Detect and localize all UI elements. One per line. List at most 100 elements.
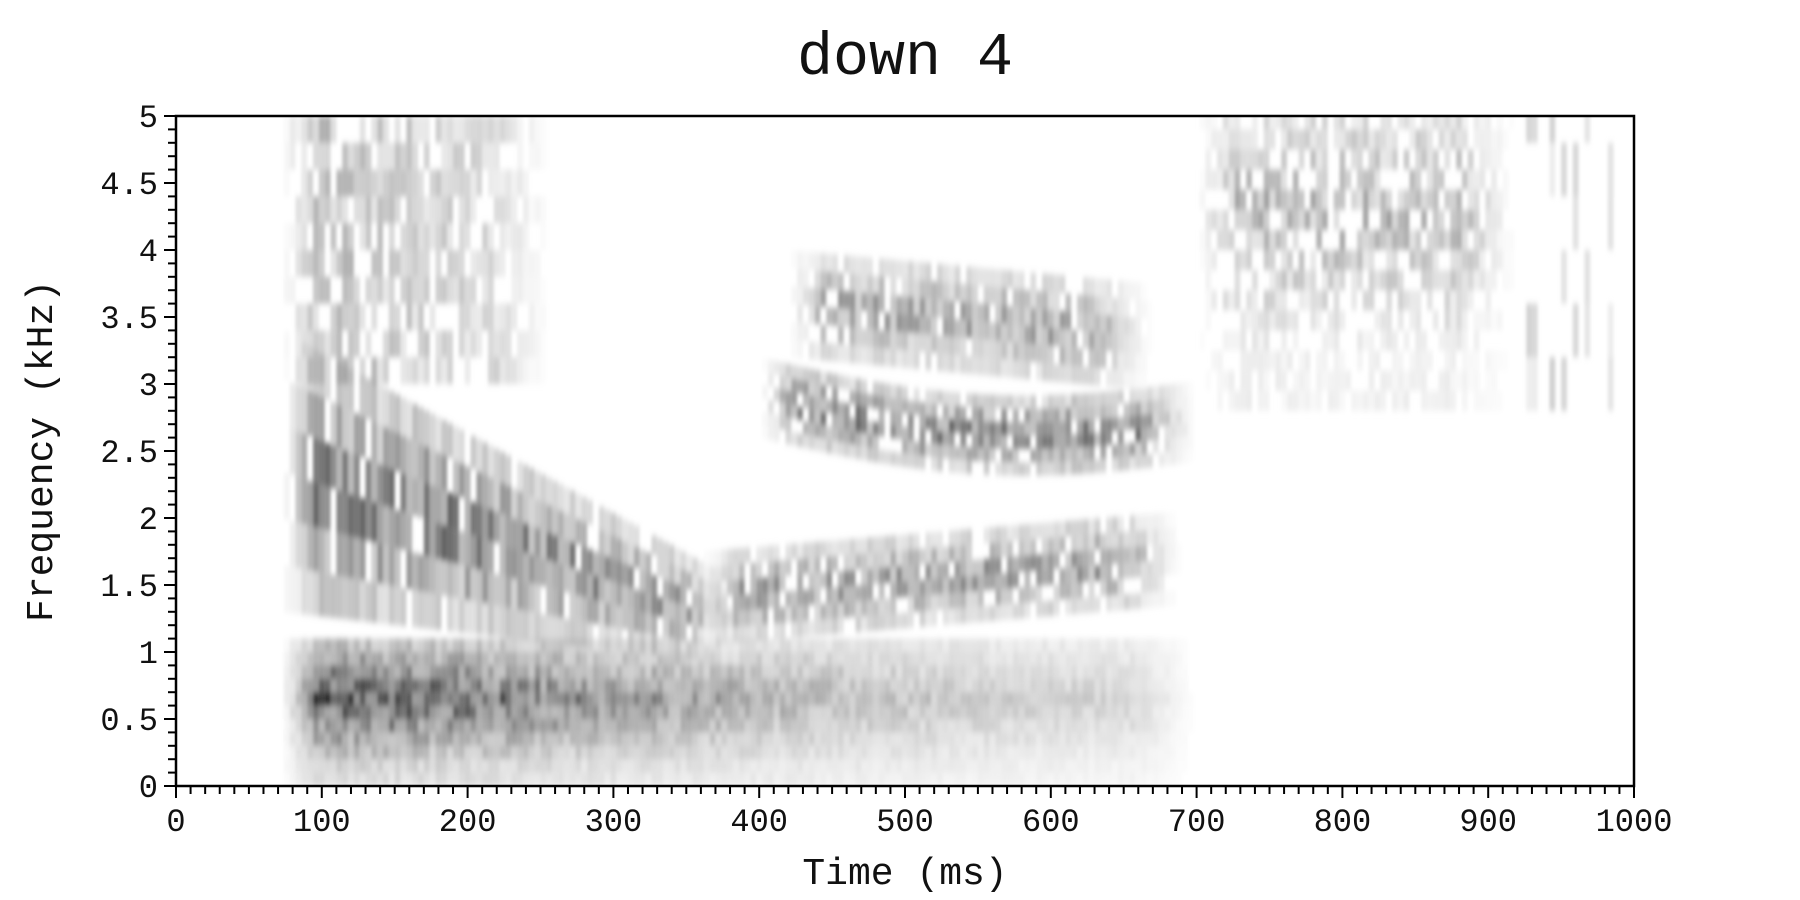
spectrogram-cell <box>1456 189 1462 210</box>
spectrogram-cell <box>1018 540 1025 556</box>
spectrogram-cell <box>884 450 891 465</box>
spectrogram-cell <box>1047 692 1054 706</box>
spectrogram-cell <box>482 117 488 143</box>
spectrogram-cell <box>593 745 599 760</box>
spectrogram-cell <box>558 484 564 511</box>
spectrogram-cell <box>1117 638 1124 652</box>
spectrogram-cell <box>639 549 646 571</box>
spectrogram-cell <box>861 328 868 347</box>
spectrogram-cell <box>942 772 949 785</box>
spectrogram-cell <box>1403 229 1410 250</box>
spectrogram-cell <box>727 649 733 664</box>
spectrogram-cell <box>826 572 833 588</box>
spectrogram-cell <box>610 627 617 651</box>
spectrogram-cell <box>902 581 908 597</box>
spectrogram-cell <box>1147 678 1153 693</box>
spectrogram-cell <box>1088 759 1095 773</box>
spectrogram-cell <box>919 402 926 416</box>
spectrogram-cell <box>826 732 833 746</box>
spectrogram-cell <box>1158 399 1165 413</box>
spectrogram-cell <box>453 678 459 693</box>
spectrogram-cell <box>633 759 640 773</box>
spectrogram-cell <box>1281 189 1287 210</box>
spectrogram-cell <box>931 430 938 444</box>
spectrogram-cell <box>1182 705 1188 719</box>
spectrogram-cell <box>493 330 500 358</box>
spectrogram-cell <box>977 267 984 286</box>
spectrogram-cell <box>1491 189 1497 210</box>
spectrogram-cell <box>692 557 698 575</box>
spectrogram-cell <box>301 433 308 479</box>
spectrogram-cell <box>377 583 384 624</box>
spectrogram-cell <box>1426 189 1433 210</box>
spectrogram-cell <box>983 745 990 760</box>
spectrogram-cell <box>423 483 430 520</box>
spectrogram-cell <box>441 276 448 304</box>
spectrogram-cell <box>488 665 494 679</box>
spectrogram-cell <box>1164 705 1171 719</box>
spectrogram-cell <box>1491 250 1497 271</box>
spectrogram-cell <box>686 678 693 693</box>
spectrogram-cell <box>651 692 658 706</box>
spectrogram-cell <box>400 678 407 693</box>
spectrogram-cell <box>896 398 903 413</box>
spectrogram-cell <box>400 745 407 760</box>
spectrogram-cell <box>307 357 314 384</box>
spectrogram-cell <box>377 543 384 584</box>
spectrogram-cell <box>989 705 996 719</box>
spectrogram-cell <box>1182 745 1188 760</box>
spectrogram-cell <box>966 266 973 285</box>
spectrogram-cell <box>1502 189 1509 210</box>
spectrogram-cell <box>418 223 424 250</box>
spectrogram-cell <box>318 330 325 358</box>
spectrogram-cell <box>1065 638 1072 652</box>
spectrogram-cell <box>598 772 605 785</box>
spectrogram-cell <box>423 446 430 484</box>
spectrogram-cell <box>412 478 418 516</box>
spectrogram-cell <box>668 582 675 601</box>
spectrogram-cell <box>628 665 634 679</box>
spectrogram-cell <box>429 772 436 785</box>
spectrogram-cell <box>1071 638 1078 652</box>
spectrogram-cell <box>441 490 448 526</box>
spectrogram-cell <box>318 484 325 529</box>
spectrogram-cell <box>849 431 856 445</box>
spectrogram-cell <box>412 142 418 170</box>
spectrogram-cell <box>872 293 879 312</box>
spectrogram-cell <box>1374 169 1381 190</box>
spectrogram-cell <box>447 357 453 384</box>
spectrogram-cell <box>1211 350 1217 371</box>
spectrogram-cell <box>499 330 506 358</box>
spectrogram-cell <box>1374 189 1381 210</box>
spectrogram-cell <box>499 652 506 666</box>
spectrogram-cell <box>977 559 984 576</box>
spectrogram-cell <box>1018 652 1025 666</box>
spectrogram-cell <box>977 665 984 679</box>
spectrogram-cell <box>849 291 856 310</box>
spectrogram-cell <box>1176 423 1182 438</box>
spectrogram-cell <box>1100 705 1107 719</box>
spectrogram-cell <box>1141 401 1147 415</box>
spectrogram-cell <box>931 692 938 706</box>
spectrogram-cell <box>377 732 384 746</box>
spectrogram-cell <box>1106 404 1113 419</box>
spectrogram-cell <box>633 589 640 611</box>
spectrogram-cell <box>738 638 745 652</box>
spectrogram-cell <box>575 719 582 733</box>
spectrogram-cell <box>832 587 838 603</box>
spectrogram-cell <box>1012 360 1019 379</box>
spectrogram-cell <box>1158 559 1165 576</box>
spectrogram-cell <box>907 454 914 468</box>
spectrogram-cell <box>948 546 955 562</box>
spectrogram-cell <box>919 678 926 693</box>
spectrogram-cell <box>1275 270 1282 291</box>
spectrogram-cell <box>429 678 436 693</box>
spectrogram-cell <box>400 732 407 746</box>
spectrogram-cell <box>1473 250 1480 271</box>
spectrogram-cell <box>878 347 885 366</box>
spectrogram-cell <box>400 665 407 679</box>
spectrogram-cell <box>517 330 523 358</box>
spectrogram-cell <box>1426 149 1433 170</box>
spectrogram-cell <box>1473 370 1480 391</box>
spectrogram-cell <box>1001 323 1008 342</box>
